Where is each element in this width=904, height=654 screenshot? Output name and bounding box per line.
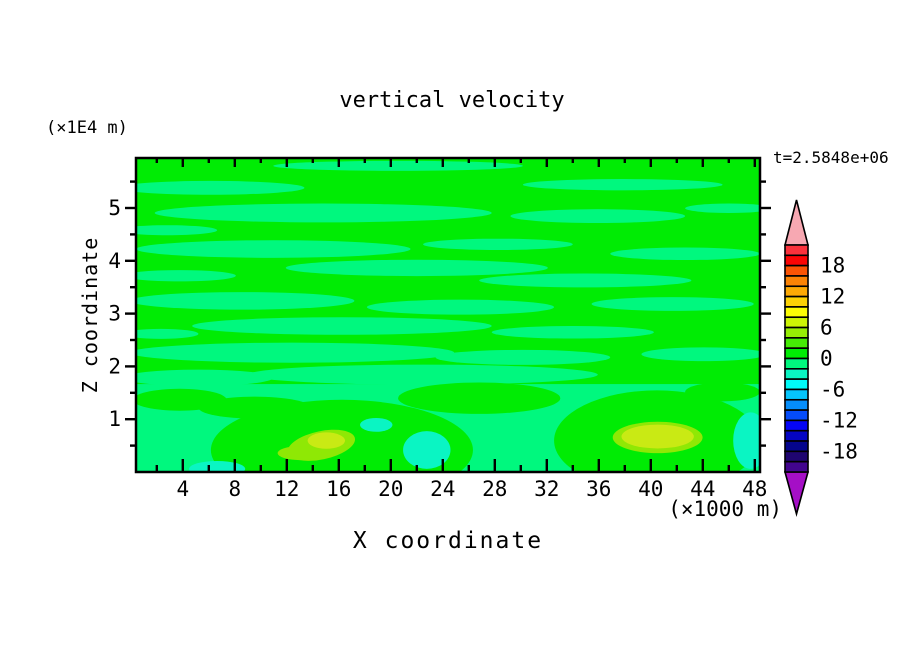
contour-region [522, 179, 723, 191]
x-tick-label: 28 [482, 477, 507, 501]
colorbar-segment [784, 306, 809, 319]
x-tick-label: 32 [534, 477, 559, 501]
colorbar-segment [784, 419, 809, 432]
y-axis-unit-label: (×1E4 m) [46, 118, 128, 138]
x-axis-title: X coordinate [352, 528, 544, 554]
colorbar-segment [784, 295, 809, 308]
colorbar-label: 0 [820, 347, 833, 371]
contour-region [491, 325, 654, 339]
contour-region [136, 369, 274, 386]
contour-region [610, 247, 760, 261]
colorbar-segment [784, 316, 809, 329]
colorbar-segment [784, 398, 809, 411]
x-tick-label: 12 [274, 477, 299, 501]
contour-region [136, 240, 411, 258]
chart-title: vertical velocity [339, 88, 565, 113]
colorbar-label: 18 [820, 254, 845, 278]
contour-region [277, 446, 322, 461]
colorbar-label: 12 [820, 285, 845, 309]
colorbar-label: 6 [820, 316, 833, 340]
colorbar-over-range-arrow [783, 199, 810, 246]
contour-region [136, 328, 199, 339]
colorbar-label: -12 [820, 408, 858, 432]
contour-region [685, 382, 760, 402]
colorbar-segment [784, 244, 809, 257]
colorbar-label: -18 [820, 439, 858, 463]
contour-region [136, 292, 355, 310]
colorbar-segment [784, 440, 809, 453]
colorbar-segment [784, 357, 809, 370]
contour-region [423, 238, 573, 251]
colorbar-segment [784, 337, 809, 349]
colorbar-segment [784, 368, 809, 380]
contour-region [273, 160, 523, 171]
colorbar-label: -6 [820, 377, 845, 401]
time-annotation: t=2.5848e+06 [773, 148, 889, 167]
contour-region [136, 342, 455, 363]
colorbar-under-range-arrow [783, 471, 810, 518]
colorbar-segment [784, 264, 809, 277]
contour-region [198, 396, 311, 419]
colorbar-segment [784, 409, 809, 422]
x-tick-label: 4 [176, 477, 189, 501]
contour-region [307, 432, 346, 449]
contour-region [136, 270, 236, 282]
contour-region [733, 412, 760, 469]
x-tick-label: 48 [742, 477, 767, 501]
x-tick-label: 36 [586, 477, 611, 501]
colorbar-segment [784, 254, 809, 267]
contour-region [360, 417, 393, 432]
x-tick-label: 24 [430, 477, 455, 501]
y-tick-label: 3 [108, 302, 121, 326]
colorbar-segment [784, 285, 809, 298]
contour-region [366, 299, 555, 315]
contour-region [641, 347, 760, 362]
colorbar-segment [784, 347, 809, 360]
contour-field [136, 158, 760, 472]
contour-region [591, 297, 754, 311]
colorbar-segment [784, 460, 809, 473]
x-axis-unit-label: (×1000 m) [668, 497, 782, 521]
contour-region [398, 382, 561, 414]
x-tick-label: 8 [228, 477, 241, 501]
y-tick-label: 5 [108, 196, 121, 220]
x-tick-label: 40 [638, 477, 663, 501]
contour-region [154, 203, 492, 223]
y-tick-label: 1 [108, 407, 121, 431]
contour-region [285, 259, 548, 277]
contour-region [621, 424, 694, 449]
contour-region [248, 364, 598, 385]
plot-frame [134, 156, 762, 474]
colorbar-segment [784, 388, 809, 401]
contour-region [435, 349, 611, 365]
contour-region [685, 203, 760, 213]
x-tick-label: 44 [690, 477, 715, 501]
colorbar-segment [784, 275, 809, 288]
x-tick-label: 20 [378, 477, 403, 501]
contour-region [136, 180, 305, 195]
colorbar-segment [784, 450, 809, 463]
contour-region [479, 273, 692, 288]
y-tick-label: 2 [108, 354, 121, 378]
colorbar-segment [784, 429, 809, 442]
colorbar-segment [784, 378, 809, 391]
contour-region [403, 431, 451, 469]
contour-region [136, 225, 218, 236]
x-tick-label: 16 [326, 477, 351, 501]
contour-region [510, 209, 686, 223]
contour-region [189, 461, 246, 472]
contour-region [192, 317, 492, 335]
colorbar-segment [784, 326, 809, 339]
y-tick-label: 4 [108, 249, 121, 273]
